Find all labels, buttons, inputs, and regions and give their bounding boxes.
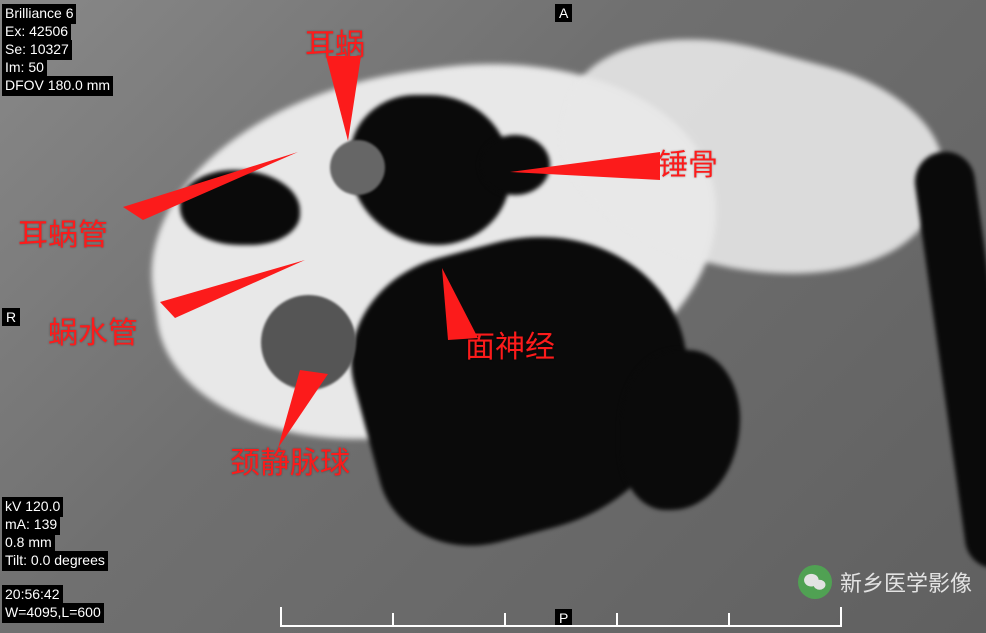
label-cochlear-aqueduct: 蜗水管	[48, 308, 138, 352]
meta-dfov: DFOV 180.0 mm	[2, 76, 113, 96]
orientation-right: R	[2, 308, 20, 326]
pointer-cochlear-duct	[123, 152, 303, 222]
watermark-text: 新乡医学影像	[840, 566, 972, 598]
pointer-cochlear-aqueduct	[160, 260, 310, 320]
scale-ruler	[280, 605, 840, 627]
meta-tilt: Tilt: 0.0 degrees	[2, 551, 108, 571]
meta-window-level: W=4095,L=600	[2, 603, 104, 623]
ct-scan-background	[0, 0, 986, 633]
pointer-malleus	[510, 148, 665, 188]
meta-series: Se: 10327	[2, 40, 72, 60]
wechat-icon	[798, 565, 832, 599]
meta-image: Im: 50	[2, 58, 47, 78]
watermark: 新乡医学影像	[798, 565, 972, 599]
orientation-anterior: A	[555, 4, 572, 22]
meta-ma: mA: 139	[2, 515, 60, 535]
meta-scanner: Brilliance 6	[2, 4, 76, 24]
pointer-jugular-bulb	[278, 370, 338, 450]
pointer-cochlea	[316, 56, 366, 146]
meta-kv: kV 120.0	[2, 497, 63, 517]
meta-exam: Ex: 42506	[2, 22, 71, 42]
label-malleus: 锤骨	[658, 140, 718, 184]
pointer-facial-nerve	[430, 268, 480, 343]
meta-thickness: 0.8 mm	[2, 533, 55, 553]
meta-time: 20:56:42	[2, 585, 63, 605]
label-cochlear-duct: 耳蜗管	[18, 210, 108, 254]
